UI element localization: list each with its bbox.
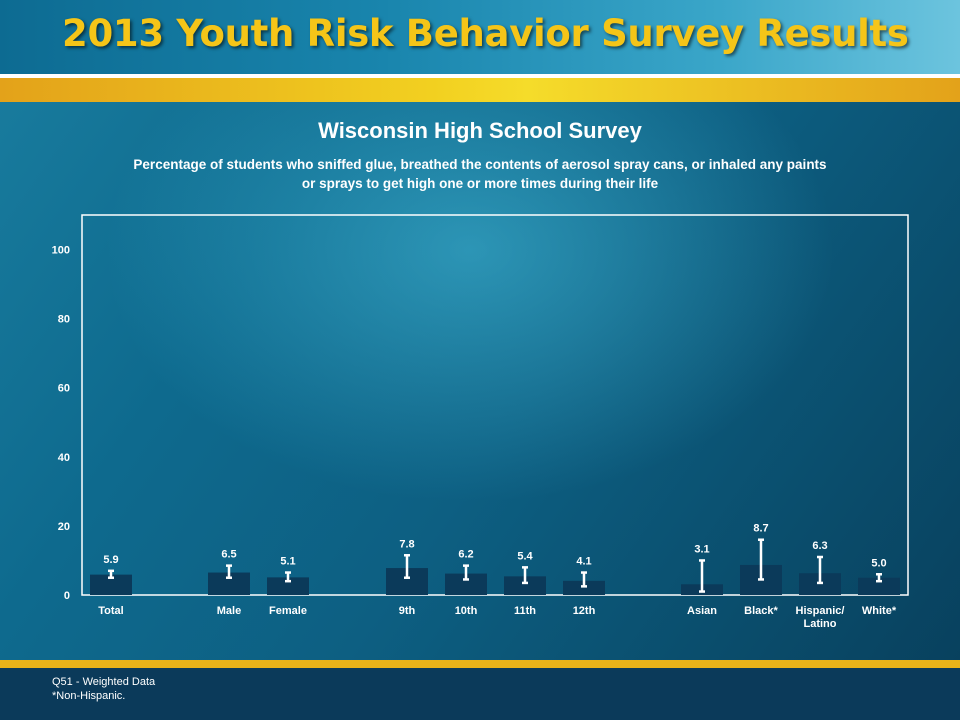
x-tick-label: 9th (399, 605, 416, 617)
y-tick-label: 60 (58, 383, 70, 395)
footer-band (0, 668, 960, 720)
x-tick-label: Male (217, 605, 241, 617)
data-label: 5.4 (517, 550, 533, 562)
x-tick-label: 12th (573, 605, 596, 617)
chart-title: Wisconsin High School Survey (318, 118, 642, 143)
y-tick-label: 0 (64, 590, 70, 602)
bar-group: 5.1 Female (267, 556, 309, 617)
x-tick-label: Latino (804, 618, 837, 630)
x-tick-label: Total (98, 605, 123, 617)
data-label: 4.1 (576, 556, 591, 568)
x-tick-label: Female (269, 605, 307, 617)
bar-group: 7.8 9th (386, 538, 428, 617)
plot-frame (81, 214, 909, 596)
header-divider (0, 74, 960, 78)
y-tick-label: 80 (58, 314, 70, 326)
x-tick-label: Hispanic/ (796, 605, 845, 617)
data-label: 5.0 (871, 557, 886, 569)
data-label: 5.9 (103, 554, 118, 566)
chart-subtitle-line-2: or sprays to get high one or more times … (301, 176, 659, 191)
data-label: 6.3 (812, 540, 827, 552)
bar (858, 577, 900, 595)
bar-group: 5.0 White* (858, 557, 900, 617)
bar-group: 6.5 Male (208, 549, 250, 617)
header-gold-bar (0, 78, 960, 102)
bar (208, 572, 250, 595)
y-tick-label: 20 (58, 521, 70, 533)
footer-gold-bar (0, 660, 960, 668)
chart-subtitle: Percentage of students who sniffed glue,… (60, 155, 900, 193)
bar (90, 574, 132, 595)
bar-group: 6.3 Hispanic/Latino (796, 540, 845, 630)
bar (445, 573, 487, 595)
data-label: 6.5 (221, 549, 236, 561)
bar-group: 8.7 Black* (740, 523, 782, 617)
chart-subtitle-line-1: Percentage of students who sniffed glue,… (133, 157, 827, 172)
header-band (0, 0, 960, 74)
y-axis: 0 20 40 60 80 100 (52, 245, 70, 602)
header-title: 2013 Youth Risk Behavior Survey Results (62, 12, 909, 55)
data-label: 5.1 (280, 556, 295, 568)
x-tick-label: 10th (455, 605, 478, 617)
footnote: *Non-Hispanic. (52, 690, 126, 702)
data-label: 7.8 (399, 538, 414, 550)
bar-group: 3.1 Asian (681, 543, 723, 617)
bars: 5.9 Total 6.5 Male 5.1 Female 7.8 9th 6.2 10th 5.4… (90, 523, 900, 630)
bar (267, 577, 309, 595)
bar-group: 4.1 12th (563, 556, 605, 617)
source-note: Q51 - Weighted Data (52, 676, 156, 688)
data-label: 6.2 (458, 549, 473, 561)
x-tick-label: Black* (744, 605, 778, 617)
bar-group: 5.4 11th (504, 550, 546, 617)
bar-group: 6.2 10th (445, 549, 487, 617)
y-tick-label: 40 (58, 452, 70, 464)
bar-group: 5.9 Total (90, 554, 132, 617)
bar (504, 576, 546, 595)
bar-chart: 0 20 40 60 80 100 5.9 Total 6.5 Male 5.1 Female 7.8… (52, 214, 909, 630)
data-label: 8.7 (753, 523, 768, 535)
x-tick-label: Asian (687, 605, 717, 617)
x-tick-label: 11th (514, 605, 536, 617)
bar (563, 580, 605, 595)
x-tick-label: White* (862, 605, 897, 617)
y-tick-label: 100 (52, 245, 70, 257)
data-label: 3.1 (694, 543, 709, 555)
